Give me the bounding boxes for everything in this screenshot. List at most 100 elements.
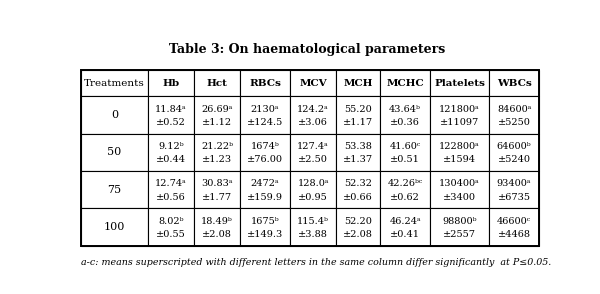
Text: ±0.44: ±0.44 [156, 156, 186, 164]
Text: 9.12ᵇ: 9.12ᵇ [158, 142, 184, 151]
Bar [290, 171, 336, 208]
Bar [80, 208, 148, 246]
Text: a-c: means superscripted with different letters in the same column differ signif: a-c: means superscripted with different … [80, 258, 551, 267]
Text: ±0.56: ±0.56 [156, 193, 186, 202]
Text: 26.69ᵃ: 26.69ᵃ [202, 105, 233, 113]
Bar [80, 70, 539, 246]
Text: 2130ᵃ: 2130ᵃ [251, 105, 280, 113]
Text: ±0.55: ±0.55 [156, 230, 186, 239]
Text: ±5250: ±5250 [497, 118, 530, 127]
Text: ±1.37: ±1.37 [343, 156, 373, 164]
Text: 46600ᶜ: 46600ᶜ [497, 217, 531, 226]
Bar [430, 208, 489, 246]
Text: ±6735: ±6735 [497, 193, 530, 202]
Text: 55.20: 55.20 [344, 105, 372, 113]
Text: 128.0ᵃ: 128.0ᵃ [298, 179, 329, 188]
Text: 8.02ᵇ: 8.02ᵇ [158, 217, 184, 226]
Bar [148, 96, 194, 134]
Text: 53.38: 53.38 [344, 142, 372, 151]
Text: 46.24ᵃ: 46.24ᵃ [389, 217, 421, 226]
Text: ±2.50: ±2.50 [298, 156, 328, 164]
Bar [148, 134, 194, 171]
Text: ±2.08: ±2.08 [202, 230, 232, 239]
Text: 1674ᵇ: 1674ᵇ [251, 142, 280, 151]
Text: ±2557: ±2557 [443, 230, 476, 239]
Text: 11.84ᵃ: 11.84ᵃ [155, 105, 187, 113]
Bar [336, 96, 380, 134]
Bar [240, 70, 290, 96]
Bar [380, 208, 430, 246]
Bar [148, 70, 194, 96]
Text: 127.4ᵃ: 127.4ᵃ [297, 142, 329, 151]
Text: 124.2ᵃ: 124.2ᵃ [297, 105, 329, 113]
Text: Platelets: Platelets [434, 79, 485, 88]
Text: ±0.95: ±0.95 [298, 193, 328, 202]
Text: ±0.41: ±0.41 [390, 230, 420, 239]
Bar [194, 171, 240, 208]
Bar [336, 208, 380, 246]
Text: 30.83ᵃ: 30.83ᵃ [202, 179, 233, 188]
Text: MCHC: MCHC [386, 79, 424, 88]
Text: ±0.36: ±0.36 [390, 118, 420, 127]
Text: 64600ᵇ: 64600ᵇ [497, 142, 532, 151]
Bar [290, 70, 336, 96]
Bar [194, 134, 240, 171]
Text: WBCs: WBCs [497, 79, 532, 88]
Bar [240, 208, 290, 246]
Text: 1675ᵇ: 1675ᵇ [251, 217, 280, 226]
Bar [80, 96, 148, 134]
Text: ±1594: ±1594 [443, 156, 476, 164]
Text: 98800ᵇ: 98800ᵇ [442, 217, 477, 226]
Bar [240, 171, 290, 208]
Bar [240, 134, 290, 171]
Bar [336, 134, 380, 171]
Text: 41.60ᶜ: 41.60ᶜ [389, 142, 421, 151]
Text: ±3.06: ±3.06 [298, 118, 328, 127]
Text: ±0.62: ±0.62 [390, 193, 420, 202]
Bar [290, 134, 336, 171]
Bar [194, 70, 240, 96]
Text: Treatments: Treatments [84, 79, 145, 88]
Bar [489, 96, 539, 134]
Bar [380, 171, 430, 208]
Bar [430, 134, 489, 171]
Bar [194, 96, 240, 134]
Bar [80, 70, 148, 96]
Text: MCH: MCH [343, 79, 373, 88]
Text: ±2.08: ±2.08 [343, 230, 373, 239]
Bar [336, 70, 380, 96]
Text: ±149.3: ±149.3 [247, 230, 283, 239]
Bar [489, 134, 539, 171]
Text: ±1.12: ±1.12 [202, 118, 232, 127]
Text: ±0.52: ±0.52 [156, 118, 186, 127]
Text: 52.20: 52.20 [344, 217, 372, 226]
Text: ±1.23: ±1.23 [202, 156, 232, 164]
Text: 121800ᵃ: 121800ᵃ [439, 105, 480, 113]
Text: 42.26ᵇᶜ: 42.26ᵇᶜ [388, 179, 422, 188]
Text: ±124.5: ±124.5 [247, 118, 283, 127]
Bar [380, 70, 430, 96]
Text: 84600ᵃ: 84600ᵃ [497, 105, 531, 113]
Bar [194, 208, 240, 246]
Text: ±3.88: ±3.88 [298, 230, 328, 239]
Text: ±4468: ±4468 [497, 230, 530, 239]
Text: RBCs: RBCs [249, 79, 281, 88]
Bar [489, 70, 539, 96]
Text: ±5240: ±5240 [497, 156, 530, 164]
Text: Table 3: On haematological parameters: Table 3: On haematological parameters [169, 43, 446, 56]
Bar [336, 171, 380, 208]
Text: ±1.17: ±1.17 [343, 118, 373, 127]
Text: 93400ᵃ: 93400ᵃ [497, 179, 532, 188]
Text: MCV: MCV [299, 79, 327, 88]
Bar [80, 171, 148, 208]
Bar [148, 208, 194, 246]
Text: 21.22ᵇ: 21.22ᵇ [201, 142, 233, 151]
Bar [430, 96, 489, 134]
Bar [80, 134, 148, 171]
Text: 122800ᵃ: 122800ᵃ [439, 142, 480, 151]
Text: ±0.66: ±0.66 [343, 193, 373, 202]
Text: ±0.51: ±0.51 [390, 156, 420, 164]
Bar [489, 171, 539, 208]
Bar [290, 208, 336, 246]
Text: 100: 100 [104, 222, 125, 232]
